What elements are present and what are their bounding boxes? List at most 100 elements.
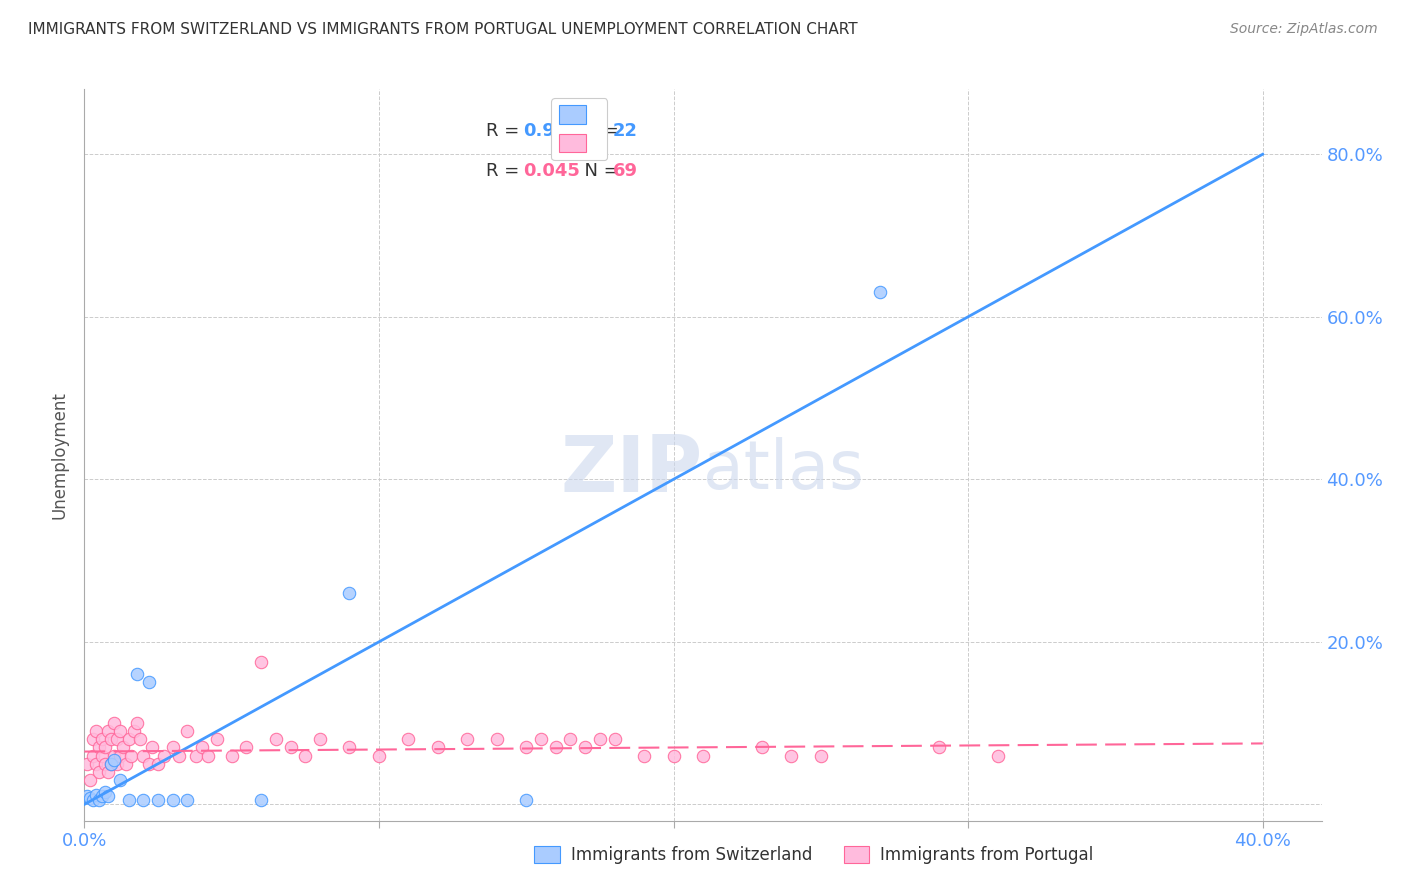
Point xyxy=(396,732,419,747)
Text: R =: R = xyxy=(486,162,526,180)
Point xyxy=(91,748,114,763)
Point xyxy=(153,748,176,763)
Point xyxy=(97,764,120,779)
Point xyxy=(79,790,101,805)
Point xyxy=(94,740,117,755)
Point xyxy=(339,740,361,755)
Point xyxy=(132,748,155,763)
Point xyxy=(176,724,198,739)
Point xyxy=(221,748,243,763)
Point xyxy=(162,793,184,807)
Point xyxy=(82,793,104,807)
Point xyxy=(456,732,478,747)
Point xyxy=(162,740,184,755)
Point xyxy=(103,753,125,767)
Point xyxy=(603,732,626,747)
Point xyxy=(138,675,160,690)
Point xyxy=(250,655,273,669)
Point xyxy=(146,793,169,807)
Point xyxy=(84,756,107,771)
Point xyxy=(692,748,714,763)
Point xyxy=(132,793,155,807)
Point xyxy=(117,793,139,807)
Point xyxy=(167,748,190,763)
Point xyxy=(426,740,449,755)
Text: N =: N = xyxy=(574,162,624,180)
Point xyxy=(87,740,110,755)
Point xyxy=(121,748,143,763)
Point xyxy=(100,756,122,771)
Point xyxy=(105,756,128,771)
Point xyxy=(810,748,832,763)
Point xyxy=(91,732,114,747)
Point xyxy=(205,732,228,747)
Point xyxy=(485,732,508,747)
Point xyxy=(108,748,131,763)
Point xyxy=(124,724,146,739)
Point xyxy=(100,732,122,747)
Y-axis label: Unemployment: Unemployment xyxy=(51,391,69,519)
Point xyxy=(114,756,136,771)
Point xyxy=(87,764,110,779)
Point xyxy=(84,724,107,739)
Point xyxy=(76,756,98,771)
Point xyxy=(94,785,117,799)
Point xyxy=(544,740,567,755)
Point xyxy=(339,586,361,600)
Point xyxy=(928,740,950,755)
Legend: , : , xyxy=(551,98,607,161)
Text: R =: R = xyxy=(486,122,526,140)
Text: 69: 69 xyxy=(613,162,638,180)
Point xyxy=(141,740,163,755)
Point xyxy=(515,793,537,807)
Text: 22: 22 xyxy=(613,122,638,140)
Point xyxy=(751,740,773,755)
Point xyxy=(186,748,208,763)
Point xyxy=(780,748,803,763)
Point xyxy=(987,748,1010,763)
Point xyxy=(368,748,391,763)
Point xyxy=(79,772,101,787)
Point xyxy=(662,748,685,763)
Point xyxy=(84,788,107,802)
Point xyxy=(176,793,198,807)
Point xyxy=(589,732,612,747)
Point xyxy=(103,716,125,731)
Point xyxy=(87,793,110,807)
Point xyxy=(105,732,128,747)
Point xyxy=(108,724,131,739)
Point xyxy=(127,667,149,681)
Text: atlas: atlas xyxy=(703,436,863,502)
Text: Immigrants from Switzerland: Immigrants from Switzerland xyxy=(571,846,813,863)
Text: Immigrants from Portugal: Immigrants from Portugal xyxy=(880,846,1094,863)
Point xyxy=(91,789,114,804)
Point xyxy=(82,732,104,747)
Text: ZIP: ZIP xyxy=(561,432,703,508)
Point xyxy=(94,756,117,771)
Point xyxy=(127,716,149,731)
Point xyxy=(294,748,316,763)
Point xyxy=(103,748,125,763)
Text: Source: ZipAtlas.com: Source: ZipAtlas.com xyxy=(1230,22,1378,37)
Point xyxy=(108,772,131,787)
Point xyxy=(100,756,122,771)
Point xyxy=(117,732,139,747)
Point xyxy=(530,732,553,747)
Point xyxy=(191,740,214,755)
Point xyxy=(633,748,655,763)
Point xyxy=(560,732,582,747)
Point xyxy=(309,732,332,747)
Point xyxy=(869,285,891,300)
Point xyxy=(250,793,273,807)
Point xyxy=(235,740,257,755)
Point xyxy=(138,756,160,771)
Text: 0.045: 0.045 xyxy=(523,162,581,180)
Point xyxy=(111,740,134,755)
Point xyxy=(515,740,537,755)
Point xyxy=(197,748,219,763)
Point xyxy=(76,789,98,804)
Text: 0.921: 0.921 xyxy=(523,122,581,140)
Point xyxy=(97,789,120,804)
Point xyxy=(264,732,287,747)
Point xyxy=(574,740,596,755)
